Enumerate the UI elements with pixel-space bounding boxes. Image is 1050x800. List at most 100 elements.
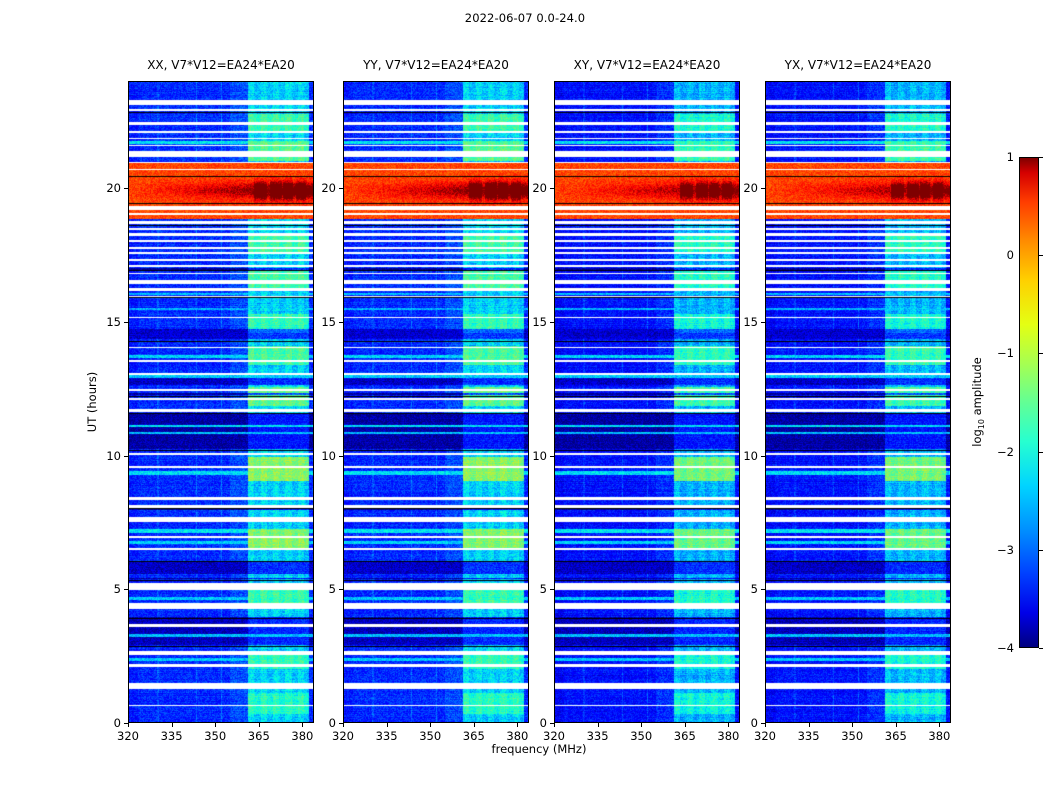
panel-yx-axes[interactable] bbox=[765, 81, 951, 723]
y-tick bbox=[550, 455, 554, 457]
colorbar-tick bbox=[1039, 451, 1043, 453]
x-tick bbox=[386, 723, 388, 727]
colorbar-tick bbox=[1039, 255, 1043, 257]
y-tick-label: 20 bbox=[532, 181, 547, 195]
y-tick-label: 5 bbox=[539, 582, 547, 597]
x-tick-label: 320 bbox=[754, 729, 776, 743]
x-tick bbox=[302, 723, 304, 727]
x-tick-label: 365 bbox=[247, 729, 270, 743]
colorbar-tick-label: 1 bbox=[1006, 150, 1014, 164]
y-tick-label: 15 bbox=[321, 314, 336, 329]
x-tick bbox=[430, 723, 432, 727]
colorbar-tick bbox=[1039, 549, 1043, 551]
colorbar-label-text: log10 amplitude bbox=[969, 357, 987, 447]
x-tick bbox=[895, 723, 897, 727]
x-tick-label: 335 bbox=[586, 729, 609, 743]
colorbar-tick bbox=[1039, 353, 1043, 355]
x-axis-label: frequency (MHz) bbox=[491, 742, 587, 756]
x-tick-label: 380 bbox=[291, 729, 314, 743]
y-tick bbox=[550, 188, 554, 189]
colorbar-tick-label: −1 bbox=[997, 346, 1014, 361]
x-tick-label: 320 bbox=[332, 729, 354, 743]
x-tick-label: 320 bbox=[543, 729, 565, 743]
y-tick-label: 15 bbox=[532, 314, 547, 329]
y-tick bbox=[339, 188, 343, 189]
panel-xy-axes[interactable] bbox=[554, 81, 740, 723]
x-tick bbox=[765, 723, 766, 727]
y-axis-label: UT (hours) bbox=[85, 371, 99, 433]
y-tick-label: 20 bbox=[321, 181, 336, 195]
x-tick bbox=[258, 723, 260, 727]
panel-xx-title: XX, V7*V12=EA24*EA20 bbox=[147, 58, 295, 72]
colorbar-label: log10 amplitude bbox=[970, 357, 986, 447]
y-tick bbox=[124, 589, 128, 591]
y-tick bbox=[761, 188, 765, 189]
panel-xx-waterfall-image bbox=[129, 82, 313, 722]
y-tick bbox=[124, 455, 128, 457]
y-tick bbox=[550, 321, 554, 323]
y-tick-label: 0 bbox=[113, 716, 121, 730]
panel-yx: YX, V7*V12=EA24*EA20 320 335 350 365 380 0 5 10 1… bbox=[743, 58, 951, 743]
x-tick-label: 350 bbox=[841, 729, 864, 743]
x-tick-label: 350 bbox=[630, 729, 653, 743]
colorbar-tick-label: −2 bbox=[997, 444, 1014, 459]
y-tick-label: 0 bbox=[539, 716, 547, 730]
colorbar-tick-label: −4 bbox=[997, 641, 1014, 655]
y-tick bbox=[124, 723, 128, 724]
y-tick-label: 5 bbox=[328, 582, 336, 597]
y-tick bbox=[124, 188, 128, 189]
panel-xy: XY, V7*V12=EA24*EA20 320 335 350 365 380 0 5 10 1… bbox=[532, 58, 740, 743]
x-tick-label: 320 bbox=[117, 729, 139, 743]
x-tick bbox=[939, 723, 941, 727]
y-tick-label: 0 bbox=[750, 716, 758, 730]
x-tick-label: 380 bbox=[717, 729, 740, 743]
y-tick bbox=[761, 589, 765, 591]
x-tick bbox=[215, 723, 217, 727]
x-tick bbox=[852, 723, 854, 727]
x-tick-label: 335 bbox=[160, 729, 183, 743]
y-tick-label: 10 bbox=[321, 448, 336, 463]
y-tick bbox=[339, 589, 343, 591]
y-tick-label: 20 bbox=[106, 181, 121, 195]
y-tick-label: 5 bbox=[113, 582, 121, 597]
y-tick bbox=[339, 321, 343, 323]
colorbar-tick bbox=[1039, 157, 1043, 158]
x-tick bbox=[684, 723, 686, 727]
y-tick-label: 0 bbox=[328, 716, 336, 730]
y-tick bbox=[124, 321, 128, 323]
x-tick-label: 365 bbox=[462, 729, 485, 743]
y-tick bbox=[339, 455, 343, 457]
x-tick bbox=[128, 723, 129, 727]
colorbar[interactable] bbox=[1019, 157, 1039, 648]
x-tick bbox=[517, 723, 519, 727]
panel-xx-axes[interactable] bbox=[128, 81, 314, 723]
y-tick-label: 10 bbox=[106, 448, 121, 463]
x-tick bbox=[171, 723, 173, 727]
x-tick-label: 350 bbox=[419, 729, 442, 743]
x-tick-label: 380 bbox=[928, 729, 951, 743]
x-tick-label: 365 bbox=[673, 729, 696, 743]
x-tick bbox=[808, 723, 810, 727]
y-tick bbox=[550, 723, 554, 724]
panel-xx: XX, V7*V12=EA24*EA20 320 335 350 365 380 0 5 10 1… bbox=[106, 58, 314, 743]
y-tick-label: 15 bbox=[743, 314, 758, 329]
panel-yy: YY, V7*V12=EA24*EA20 320 335 350 365 380 0 5 10 1… bbox=[321, 58, 529, 743]
x-tick bbox=[597, 723, 599, 727]
panel-yx-waterfall-image bbox=[766, 82, 950, 722]
panel-xy-title: XY, V7*V12=EA24*EA20 bbox=[573, 58, 721, 72]
y-tick-label: 20 bbox=[743, 181, 758, 195]
y-tick bbox=[761, 321, 765, 323]
y-tick bbox=[550, 589, 554, 591]
colorbar-label-subscript: 10 bbox=[977, 419, 987, 430]
panel-yx-title: YX, V7*V12=EA24*EA20 bbox=[784, 58, 932, 72]
x-tick-label: 335 bbox=[375, 729, 398, 743]
y-tick-label: 10 bbox=[532, 448, 547, 463]
x-tick-label: 380 bbox=[506, 729, 529, 743]
y-tick bbox=[761, 455, 765, 457]
y-tick bbox=[339, 723, 343, 724]
panel-yy-axes[interactable] bbox=[343, 81, 529, 723]
panel-xy-waterfall-image bbox=[555, 82, 739, 722]
colorbar-tick-label: −3 bbox=[997, 542, 1014, 557]
x-tick-label: 350 bbox=[204, 729, 227, 743]
